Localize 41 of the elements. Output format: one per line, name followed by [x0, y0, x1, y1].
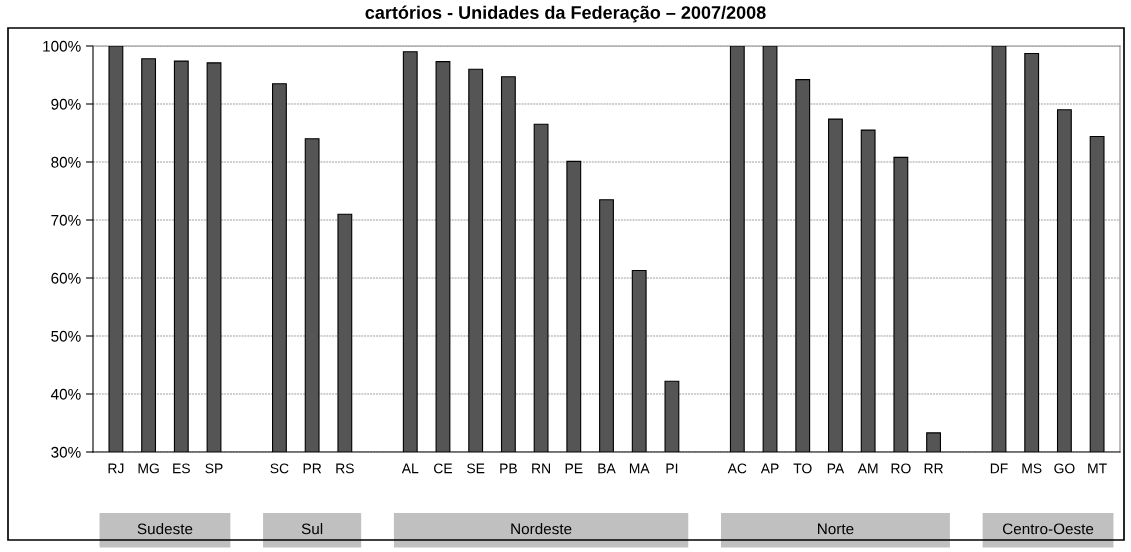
x-tick-label: RR: [924, 463, 943, 474]
y-tick-label: 50%: [51, 330, 81, 342]
x-tick-label: MT: [1088, 463, 1107, 474]
x-tick-label: RO: [891, 463, 911, 474]
x-tick-label: MS: [1022, 463, 1042, 474]
x-tick-label: BA: [598, 463, 616, 474]
y-tick-label: 100%: [43, 40, 81, 52]
text: Sul: [301, 523, 323, 535]
y-tick-label: 30%: [51, 446, 81, 458]
x-tick-label: MA: [629, 463, 650, 474]
x-tick-label: SP: [205, 463, 223, 474]
x-tick-label: AL: [401, 463, 419, 474]
chart-title: cartórios - Unidades da Federação – 2007/2008: [365, 5, 766, 23]
x-tick-label: DF: [990, 463, 1008, 474]
x-tick-label: AC: [727, 463, 747, 474]
x-tick-label: TO: [793, 463, 812, 474]
x-tick-label: PI: [666, 463, 678, 474]
x-tick-label: SC: [270, 463, 289, 474]
text: Sudeste: [137, 523, 193, 535]
x-tick-label: GO: [1054, 463, 1075, 474]
x-tick-label: RN: [532, 463, 550, 474]
y-tick-label: 70%: [51, 214, 81, 226]
x-tick-label: RJ: [108, 463, 124, 474]
x-tick-label: AP: [760, 463, 779, 474]
x-tick-label: PE: [565, 463, 583, 474]
y-tick-label: 60%: [51, 272, 81, 284]
x-tick-label: PB: [500, 463, 517, 474]
x-tick-label: MG: [138, 463, 159, 474]
text: Centro-Oeste: [1002, 523, 1094, 535]
y-tick-label: 80%: [51, 156, 81, 168]
x-tick-label: AM: [857, 463, 878, 474]
x-tick-label: PA: [827, 463, 845, 474]
y-tick-label: 90%: [51, 98, 81, 110]
text: Nordeste: [511, 523, 572, 535]
text: Norte: [818, 523, 854, 535]
x-tick-label: ES: [173, 463, 190, 474]
x-tick-label: CE: [434, 463, 453, 474]
x-tick-label: PR: [303, 463, 322, 474]
x-tick-label: SE: [467, 463, 485, 474]
y-tick-label: 40%: [50, 388, 81, 400]
x-tick-label: RS: [336, 463, 354, 474]
